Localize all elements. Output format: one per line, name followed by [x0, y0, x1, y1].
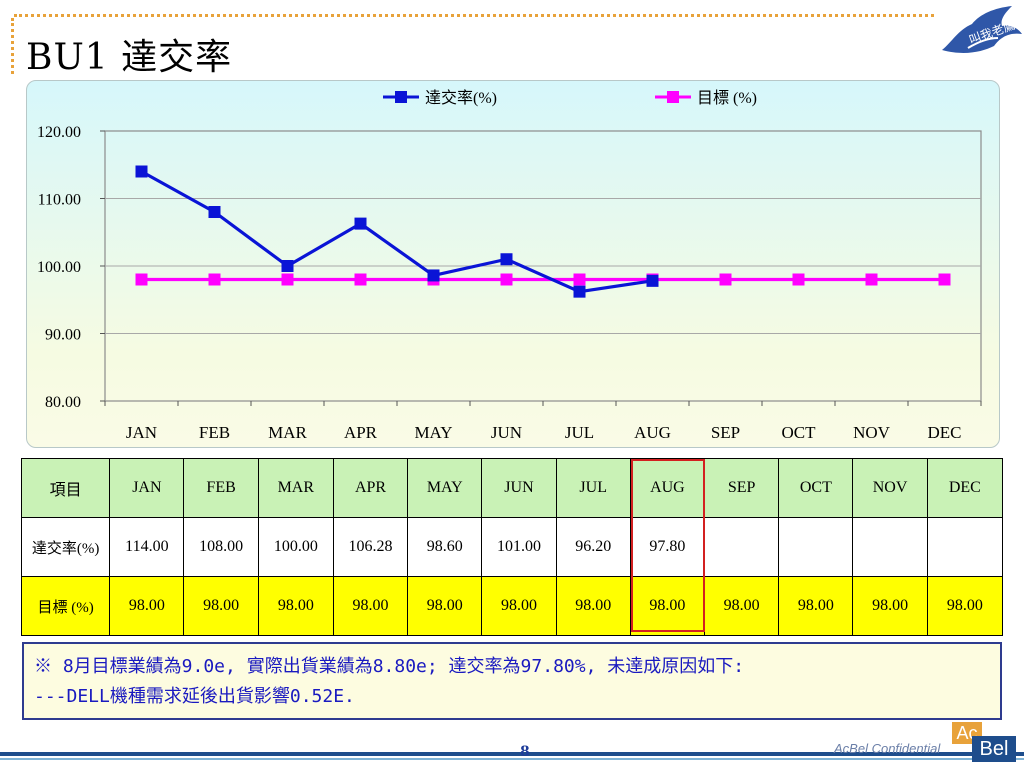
table-cell: 98.00 — [183, 576, 259, 636]
data-point — [281, 260, 294, 272]
x-tick-label: FEB — [199, 423, 230, 442]
x-tick-label: JAN — [126, 423, 157, 442]
month-header: JUL — [555, 458, 631, 518]
data-table: 項目 JAN FEB MAR APR MAY JUN JUL AUG SEP O… — [20, 458, 1004, 636]
data-point — [354, 217, 367, 230]
left-dotted-border — [11, 18, 14, 74]
y-tick-label: 90.00 — [45, 327, 81, 344]
top-dotted-border — [14, 14, 934, 17]
note-line-2: ---DELL機種需求延後出貨影響0.52E. — [34, 686, 355, 707]
data-point — [500, 273, 513, 286]
series-line — [140, 170, 653, 294]
table-cell — [926, 517, 1004, 577]
legend-label: 達交率(%) — [425, 89, 497, 107]
page-number: 8 — [520, 744, 530, 760]
month-header: AUG — [629, 458, 706, 518]
brand-bel: Bel — [972, 736, 1016, 762]
table-cell: 114.00 — [109, 517, 185, 577]
slide-title: BU1 達交率 — [26, 37, 233, 78]
row-label: 目標 (%) — [20, 576, 111, 636]
data-point — [354, 273, 367, 286]
table-cell: 98.00 — [704, 576, 780, 636]
table-header-label: 項目 — [20, 458, 111, 518]
legend-label: 目標 (%) — [697, 89, 757, 107]
data-point — [792, 273, 805, 286]
month-header: JAN — [109, 458, 185, 518]
x-tick-label: OCT — [782, 423, 817, 442]
table-cell — [704, 517, 780, 577]
month-header: OCT — [778, 458, 854, 518]
month-header: APR — [332, 458, 409, 518]
month-header: FEB — [183, 458, 259, 518]
table-cell: 98.60 — [407, 517, 483, 577]
table-cell: 98.00 — [257, 576, 334, 636]
x-tick-label: NOV — [853, 423, 891, 442]
table-cell: 98.00 — [778, 576, 854, 636]
data-point — [573, 285, 586, 298]
table-cell: 98.00 — [109, 576, 185, 636]
table-cell: 108.00 — [183, 517, 259, 577]
confidential-label: AcBel Confidential — [834, 741, 941, 756]
month-header: NOV — [852, 458, 928, 518]
data-point — [281, 273, 294, 286]
table-cell: 98.00 — [852, 576, 928, 636]
legend-swatch-marker — [395, 91, 407, 103]
x-tick-label: JUL — [565, 423, 594, 442]
table-cell — [852, 517, 928, 577]
x-tick-label: JUN — [491, 423, 522, 442]
line-chart: 80.00 90.00 100.00 110.00 120.00 JAN FEB MAR APR… — [26, 80, 1000, 448]
month-header: JUN — [481, 458, 557, 518]
y-tick-label: 80.00 — [45, 394, 81, 411]
table-cell: 106.28 — [332, 517, 409, 577]
x-tick-label: AUG — [634, 423, 671, 442]
table-cell: 98.00 — [481, 576, 557, 636]
table-cell: 100.00 — [257, 517, 334, 577]
data-point — [135, 273, 148, 286]
data-point — [500, 253, 513, 266]
table-header-row: 項目 JAN FEB MAR APR MAY JUN JUL AUG SEP O… — [20, 458, 1004, 518]
data-point — [938, 273, 951, 286]
table-cell — [778, 517, 854, 577]
data-point — [865, 273, 878, 286]
note-line-1: ※ 8月目標業績為9.0e, 實際出貨業績為8.80e; 達交率為97.80%,… — [34, 656, 745, 677]
data-point — [208, 206, 221, 218]
y-tick-label: 100.00 — [37, 259, 81, 276]
table-row-actual: 達交率(%) 114.00 108.00 100.00 106.28 98.60… — [20, 517, 1004, 577]
month-header: SEP — [704, 458, 780, 518]
data-point — [573, 273, 586, 286]
table-cell: 96.20 — [555, 517, 631, 577]
table-cell: 98.00 — [555, 576, 631, 636]
table-cell: 98.00 — [629, 576, 706, 636]
data-point — [135, 165, 148, 178]
data-point — [208, 273, 221, 286]
month-header: DEC — [926, 458, 1004, 518]
x-tick-label: SEP — [711, 423, 740, 442]
month-header: MAR — [257, 458, 334, 518]
table-cell: 101.00 — [481, 517, 557, 577]
y-tick-label: 120.00 — [37, 124, 81, 141]
data-point — [719, 273, 732, 286]
y-tick-label: 110.00 — [38, 192, 81, 209]
note-box: ※ 8月目標業績為9.0e, 實際出貨業績為8.80e; 達交率為97.80%,… — [22, 642, 1002, 720]
table-cell: 98.00 — [332, 576, 409, 636]
legend-swatch-marker — [667, 91, 679, 103]
footer-line-thin — [0, 758, 1024, 760]
footer-line — [0, 752, 1024, 756]
data-point — [646, 274, 659, 287]
month-header: MAY — [407, 458, 483, 518]
data-point — [427, 269, 440, 282]
x-tick-label: DEC — [928, 423, 962, 442]
acbel-logo: Ac Bel — [952, 722, 1016, 762]
table-cell: 97.80 — [629, 517, 706, 577]
table-row-target: 目標 (%) 98.00 98.00 98.00 98.00 98.00 98.… — [20, 576, 1004, 636]
table-cell: 98.00 — [926, 576, 1004, 636]
x-tick-label: APR — [344, 423, 378, 442]
chart-canvas: 80.00 90.00 100.00 110.00 120.00 JAN FEB MAR APR… — [37, 89, 982, 442]
x-tick-label: MAR — [268, 423, 307, 442]
row-label: 達交率(%) — [20, 517, 111, 577]
eagle-logo-icon: 叫我老鷹 — [942, 6, 1022, 53]
x-tick-label: MAY — [414, 423, 452, 442]
table-cell: 98.00 — [407, 576, 483, 636]
